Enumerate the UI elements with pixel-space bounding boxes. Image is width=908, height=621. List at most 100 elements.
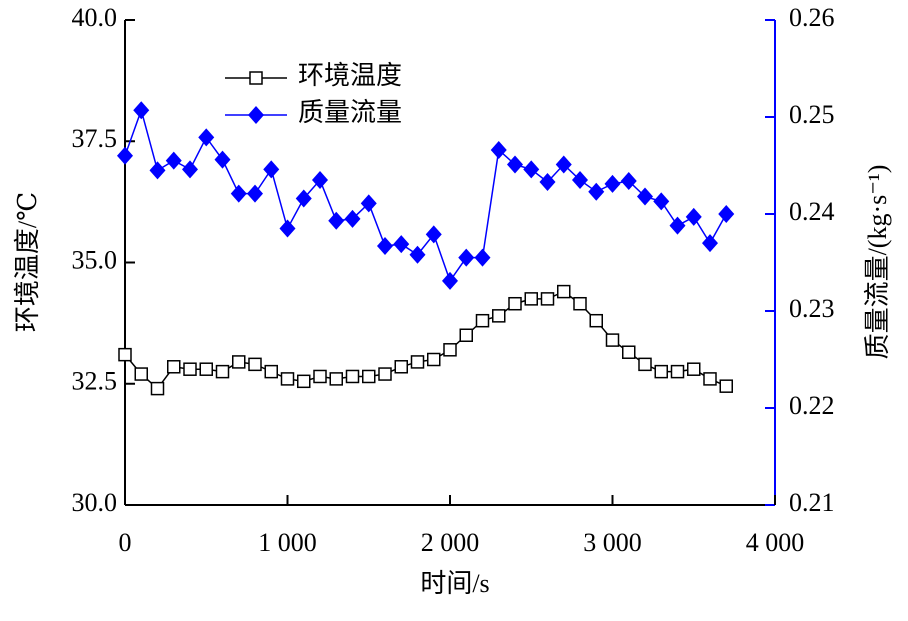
marker — [198, 128, 215, 147]
marker — [183, 362, 197, 376]
marker — [279, 219, 296, 238]
marker — [555, 155, 572, 174]
marker — [622, 345, 636, 359]
marker — [605, 333, 620, 347]
marker — [604, 174, 621, 193]
marker — [313, 369, 327, 384]
x-tick-label: 3 000 — [583, 528, 642, 557]
marker — [490, 140, 507, 159]
marker — [654, 364, 668, 379]
series-line — [124, 290, 727, 390]
marker — [345, 369, 360, 384]
marker — [280, 372, 295, 386]
marker — [248, 357, 262, 372]
y-tick-label: 32.5 — [72, 367, 118, 396]
marker — [297, 374, 311, 389]
x-tick-label: 0 — [119, 528, 132, 557]
marker — [588, 182, 605, 201]
marker — [524, 292, 538, 306]
marker — [249, 71, 263, 85]
marker — [378, 367, 392, 381]
marker — [328, 211, 345, 230]
marker — [150, 381, 165, 396]
marker — [167, 360, 181, 374]
marker — [669, 216, 686, 235]
marker — [507, 155, 523, 174]
marker — [573, 296, 587, 311]
marker — [443, 343, 457, 357]
x-tick-label: 4 000 — [746, 528, 805, 557]
marker — [362, 369, 376, 384]
x-axis-label: 时间/s — [420, 569, 489, 598]
marker — [344, 209, 361, 228]
y2-tick-label: 0.26 — [789, 3, 835, 32]
marker — [523, 160, 540, 179]
marker — [409, 245, 426, 264]
marker — [149, 161, 166, 180]
marker — [410, 355, 425, 369]
y2-axis-label: 质量流量/(kg·s⁻¹) — [863, 165, 892, 360]
y-tick-label: 37.5 — [72, 124, 118, 153]
marker — [295, 189, 312, 208]
y-axis-label: 环境温度/℃ — [13, 192, 42, 332]
marker — [702, 234, 718, 253]
marker — [134, 367, 148, 381]
y-tick-label: 30.0 — [72, 488, 118, 517]
y-tick-label: 35.0 — [72, 245, 118, 274]
y2-tick-label: 0.22 — [789, 391, 835, 420]
marker — [557, 284, 571, 299]
marker — [133, 101, 150, 120]
marker — [539, 172, 556, 191]
x-tick-label: 1 000 — [258, 528, 317, 557]
marker — [248, 106, 264, 124]
series-line — [124, 107, 727, 283]
marker — [458, 248, 475, 267]
marker — [118, 347, 132, 362]
marker — [492, 309, 506, 323]
marker — [247, 184, 263, 203]
marker — [572, 171, 588, 190]
marker — [719, 379, 733, 393]
marker — [638, 357, 652, 372]
marker — [425, 225, 442, 244]
marker — [232, 355, 246, 369]
marker — [165, 151, 182, 170]
marker — [703, 372, 717, 386]
marker — [620, 172, 637, 191]
legend-label: 质量流量 — [298, 98, 402, 127]
marker — [475, 313, 490, 328]
marker — [394, 360, 408, 374]
marker — [264, 364, 278, 379]
marker — [718, 205, 735, 223]
marker — [637, 187, 653, 206]
marker — [230, 184, 247, 203]
marker — [540, 292, 555, 306]
marker — [360, 194, 377, 213]
marker — [329, 372, 343, 386]
marker — [459, 328, 473, 342]
marker — [427, 352, 441, 367]
marker — [263, 160, 280, 179]
marker — [474, 248, 491, 267]
marker — [182, 160, 198, 179]
marker — [214, 150, 231, 169]
marker — [215, 364, 230, 379]
y2-tick-label: 0.24 — [789, 197, 835, 226]
y2-tick-label: 0.25 — [789, 100, 835, 129]
legend-label: 环境温度 — [298, 61, 402, 90]
marker — [442, 271, 458, 290]
marker — [687, 362, 701, 376]
marker — [312, 171, 328, 190]
marker — [377, 237, 393, 256]
marker — [670, 364, 685, 379]
marker — [653, 192, 670, 211]
marker — [685, 207, 702, 226]
marker — [508, 296, 522, 311]
y2-tick-label: 0.23 — [789, 294, 835, 323]
marker — [199, 362, 213, 376]
y-tick-label: 40.0 — [72, 3, 118, 32]
marker — [589, 313, 603, 328]
y2-tick-label: 0.21 — [789, 488, 835, 517]
marker — [117, 146, 133, 165]
